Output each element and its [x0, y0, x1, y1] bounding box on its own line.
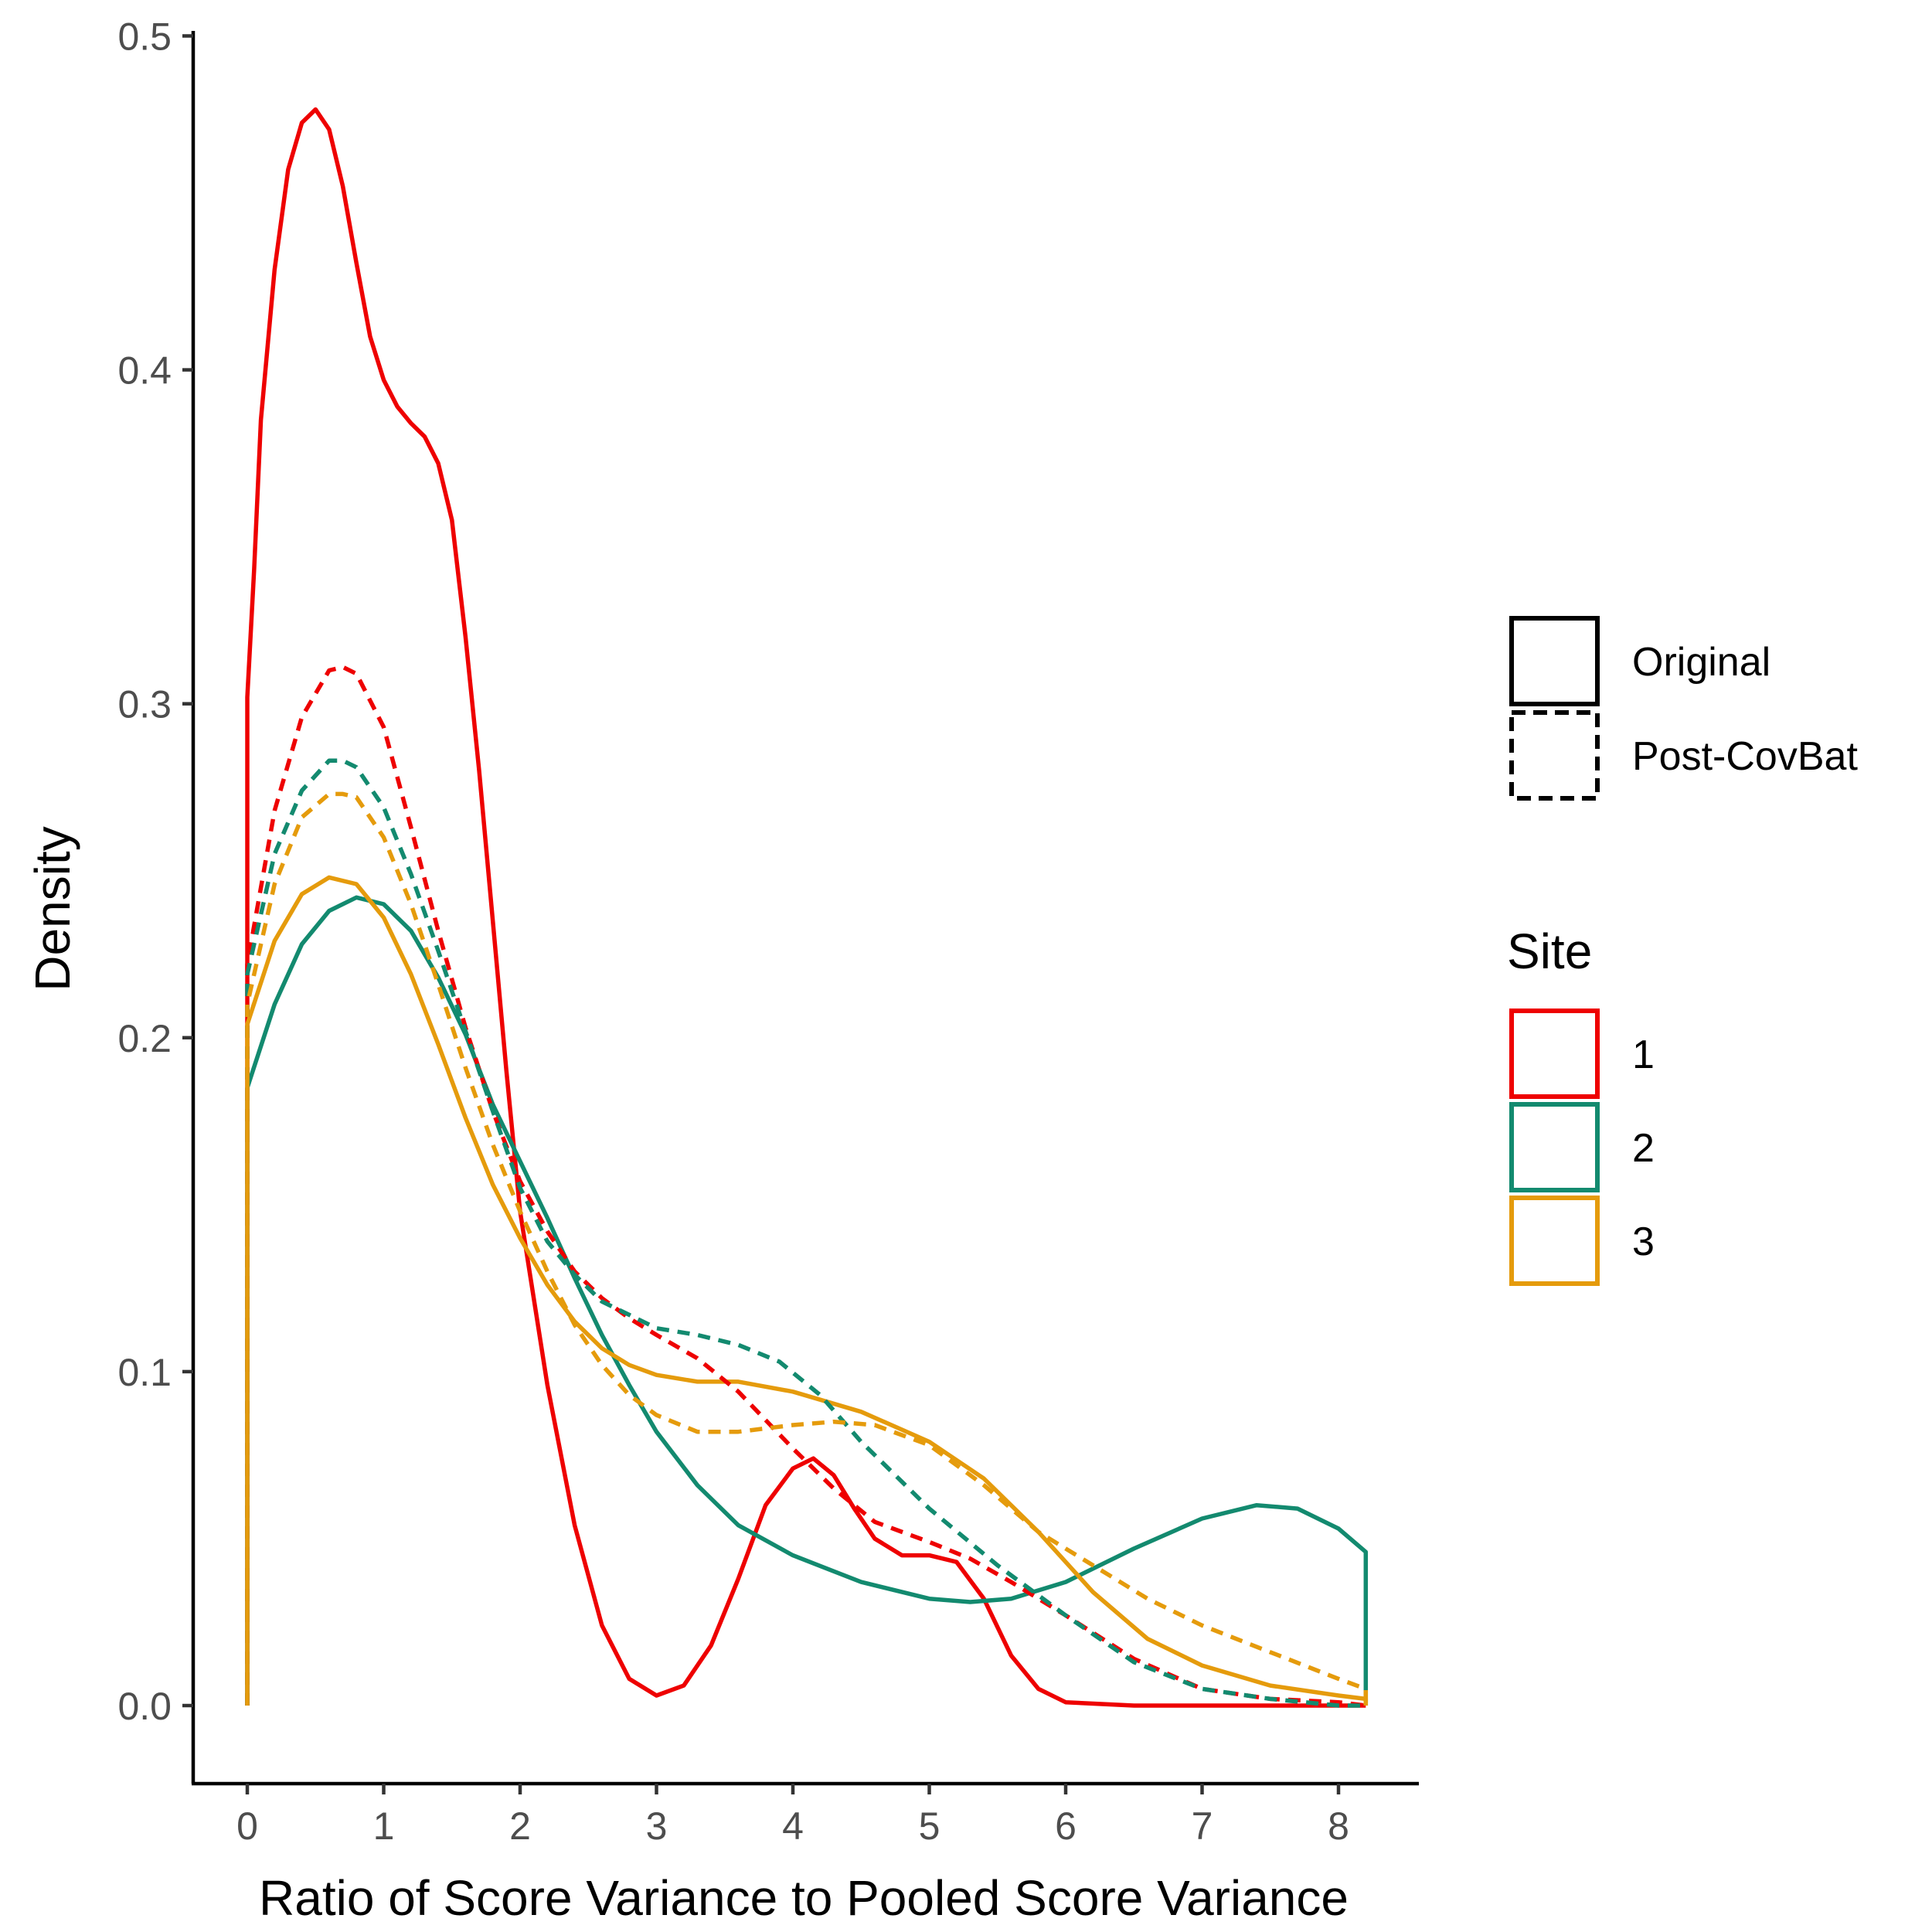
x-tick-label: 8	[1328, 1804, 1349, 1848]
series-line-site-3-original	[245, 875, 1369, 1706]
y-tick-label: 0.3	[117, 683, 172, 726]
y-tick-label: 0.1	[117, 1351, 172, 1394]
legend-key-site-2	[1509, 1102, 1600, 1192]
legend-label-site-3: 3	[1632, 1219, 1655, 1264]
axes	[191, 31, 1419, 1786]
x-tick-label: 4	[782, 1804, 804, 1848]
legend-key-site-1	[1509, 1009, 1600, 1099]
y-tick-label: 0.5	[117, 15, 172, 59]
x-tick-label: 7	[1192, 1804, 1213, 1848]
series-lines	[245, 107, 1369, 1708]
legend-label-site-2: 2	[1632, 1126, 1655, 1171]
y-ticks: 0.0 0.1 0.2 0.3 0.4 0.5	[117, 15, 193, 1728]
series-line-site-1-post-covbat	[245, 665, 1366, 1708]
legend-site-title: Site	[1507, 923, 1592, 979]
series-line-site-1-original	[245, 107, 1366, 1708]
legend-key-site-3	[1509, 1196, 1600, 1286]
x-tick-label: 1	[373, 1804, 395, 1848]
legend-label-original: Original	[1632, 640, 1770, 685]
series-line-site-2-original	[245, 895, 1369, 1706]
x-tick-label: 0	[236, 1804, 258, 1848]
legend-site: Site 1 2 3	[1507, 923, 1655, 1286]
x-tick-label: 3	[646, 1804, 668, 1848]
y-tick-label: 0.2	[117, 1017, 172, 1060]
y-tick-label: 0.4	[117, 349, 172, 393]
x-axis-title: Ratio of Score Variance to Pooled Score …	[259, 1870, 1349, 1926]
x-tick-label: 6	[1055, 1804, 1077, 1848]
x-tick-label: 2	[509, 1804, 531, 1848]
x-tick-label: 5	[919, 1804, 940, 1848]
y-tick-label: 0.0	[117, 1685, 172, 1728]
y-axis-title: Density	[25, 826, 80, 991]
legend-key-post-covbat	[1509, 710, 1600, 801]
legend-label-site-1: 1	[1632, 1032, 1655, 1077]
series-line-site-2-post-covbat	[245, 758, 1366, 1708]
legend-linetype: Original Post-CovBat	[1509, 616, 1858, 801]
legend-label-post-covbat: Post-CovBat	[1632, 734, 1858, 779]
legend-key-original	[1509, 616, 1600, 706]
series-line-site-3-post-covbat	[245, 791, 1369, 1706]
x-ticks: 0 1 2 3 4 5 6 7 8	[236, 1784, 1349, 1848]
